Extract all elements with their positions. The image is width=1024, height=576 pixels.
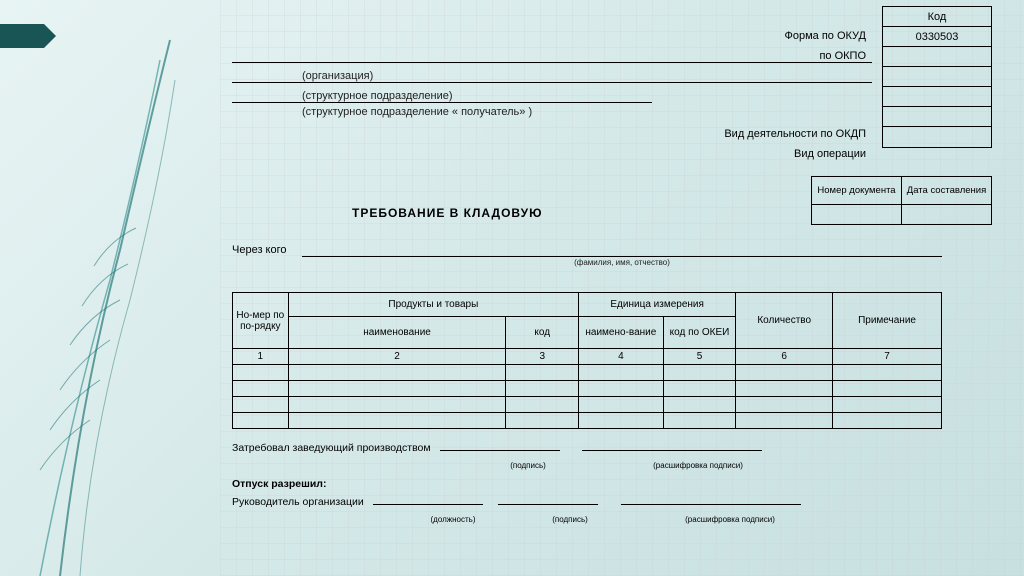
col-4: 4: [579, 349, 664, 365]
line-through-whom[interactable]: [302, 256, 942, 257]
right-labels: Форма по ОКУД по ОКПО (организация) (стр…: [232, 6, 872, 164]
col-6: 6: [736, 349, 833, 365]
sig-line-head-decipher[interactable]: [621, 504, 801, 505]
sig-line-position[interactable]: [373, 504, 483, 505]
okdp-cell[interactable]: [883, 107, 991, 127]
line-unit: [232, 82, 872, 83]
label-requested: Затребовал заведующий производством: [232, 442, 431, 454]
th-num: Но-мер по по-рядку: [233, 293, 289, 349]
okud-code: 0330503: [883, 27, 991, 47]
under-decipher-2: (расшифровка подписи): [640, 511, 820, 529]
label-operation-type: Вид операции: [232, 144, 872, 164]
under-decipher-1: (расшифровка подписи): [608, 457, 788, 475]
col-3: 3: [506, 349, 579, 365]
table-row[interactable]: [233, 381, 289, 397]
table-row[interactable]: [233, 413, 289, 429]
th-qty: Количество: [736, 293, 833, 349]
th-products: Продукты и товары: [288, 293, 578, 317]
col-1: 1: [233, 349, 289, 365]
hdr-doc-number: Номер документа: [812, 177, 902, 205]
feather-decoration: [0, 0, 200, 576]
code-box: Код 0330503: [882, 6, 992, 148]
th-unit-name: наимено-вание: [579, 317, 664, 349]
sig-line-requested-sign[interactable]: [440, 450, 560, 451]
col-7: 7: [833, 349, 942, 365]
label-release: Отпуск разрешил:: [232, 475, 942, 493]
th-unit: Единица измерения: [579, 293, 736, 317]
unit-cell[interactable]: [883, 87, 991, 107]
th-unit-code: код по ОКЕИ: [663, 317, 736, 349]
okpo-cell[interactable]: [883, 47, 991, 67]
label-structural-unit-receiver: (структурное подразделение « получатель»…: [232, 106, 872, 124]
sig-line-head-sign[interactable]: [498, 504, 598, 505]
table-row[interactable]: [233, 365, 289, 381]
label-structural-unit: (структурное подразделение): [232, 86, 872, 106]
label-fio: (фамилия, имя, отчество): [302, 258, 942, 267]
cell-doc-date[interactable]: [902, 205, 992, 225]
label-activity-okdp: Вид деятельности по ОКДП: [232, 124, 872, 144]
label-po-okpo: по ОКПО: [232, 46, 872, 66]
col-5: 5: [663, 349, 736, 365]
th-name: наименование: [288, 317, 506, 349]
label-form-okud: Форма по ОКУД: [232, 26, 872, 46]
line-receiver: [232, 102, 652, 103]
line-org: [232, 62, 872, 63]
form-title: ТРЕБОВАНИЕ В КЛАДОВУЮ: [352, 206, 542, 220]
op-type-cell[interactable]: [883, 127, 991, 147]
col-2: 2: [288, 349, 506, 365]
th-note: Примечание: [833, 293, 942, 349]
label-organisation: (организация): [232, 66, 872, 86]
hdr-doc-date: Дата составления: [902, 177, 992, 205]
label-head: Руководитель организации: [232, 496, 364, 508]
signature-section: Затребовал заведующий производством (под…: [232, 439, 942, 529]
under-position: (должность): [398, 511, 508, 529]
th-code: код: [506, 317, 579, 349]
doc-number-date-table: Номер документа Дата составления: [811, 176, 992, 225]
label-through-whom: Через кого: [232, 244, 286, 256]
under-signature-2: (подпись): [520, 511, 620, 529]
table-row[interactable]: [233, 397, 289, 413]
under-signature-1: (подпись): [468, 457, 588, 475]
code-header: Код: [883, 7, 991, 27]
cell-doc-number[interactable]: [812, 205, 902, 225]
sig-line-requested-decipher[interactable]: [582, 450, 762, 451]
main-table: Но-мер по по-рядку Продукты и товары Еди…: [232, 292, 942, 429]
org-cell[interactable]: [883, 67, 991, 87]
